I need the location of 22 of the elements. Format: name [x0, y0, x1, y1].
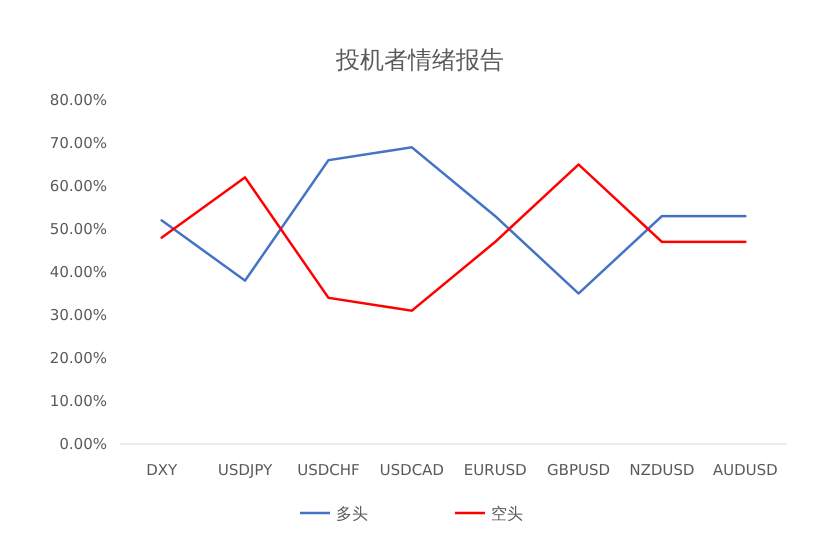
- y-tick-label: 0.00%: [59, 435, 107, 453]
- y-tick-label: 40.00%: [50, 263, 107, 281]
- x-tick-label: DXY: [146, 461, 178, 479]
- x-tick-label: EURUSD: [464, 461, 527, 479]
- y-tick-label: 30.00%: [50, 306, 107, 324]
- legend-label: 多头: [336, 504, 368, 523]
- line-series: [160, 163, 747, 312]
- legend-label: 空头: [491, 504, 523, 523]
- x-tick-label: USDCHF: [297, 461, 360, 479]
- y-tick-label: 10.00%: [50, 392, 107, 410]
- x-tick-label: NZDUSD: [629, 461, 694, 479]
- y-tick-label: 70.00%: [50, 134, 107, 152]
- chart-title: 投机者情绪报告: [335, 46, 504, 74]
- x-tick-label: USDJPY: [218, 461, 274, 479]
- x-tick-label: AUDUSD: [712, 461, 778, 479]
- line-series: [160, 146, 747, 295]
- y-tick-label: 50.00%: [50, 220, 107, 238]
- y-tick-label: 20.00%: [50, 349, 107, 367]
- y-tick-label: 80.00%: [50, 91, 107, 109]
- y-tick-label: 60.00%: [50, 177, 107, 195]
- x-tick-label: GBPUSD: [547, 461, 610, 479]
- x-tick-label: USDCAD: [380, 461, 444, 479]
